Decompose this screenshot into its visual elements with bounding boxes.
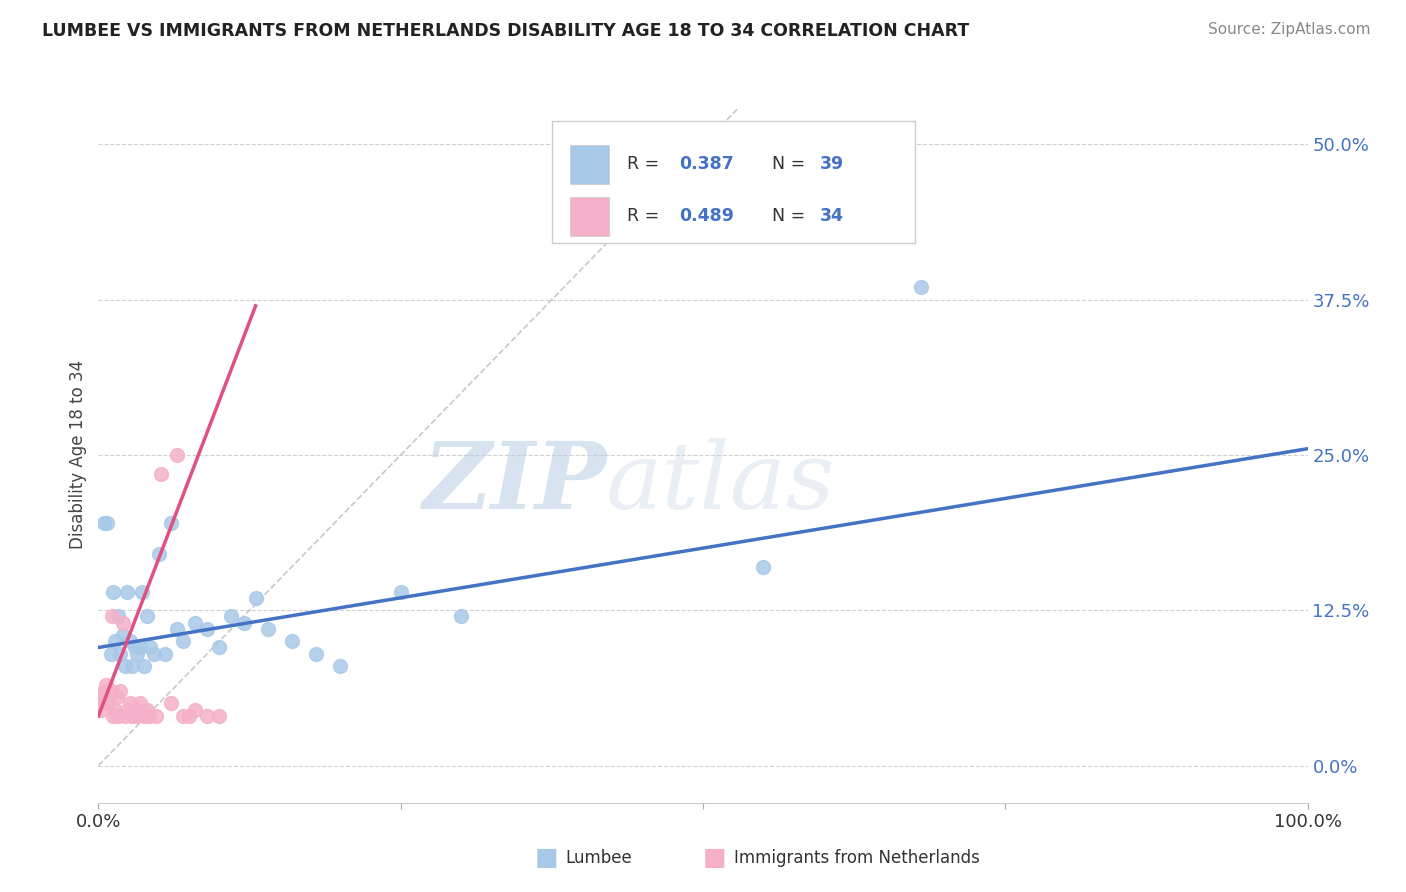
Text: R =: R = [627, 155, 665, 173]
Point [256, 622, 278, 636]
Point [107, 708, 129, 723]
Point [172, 708, 194, 723]
Point [135, 703, 157, 717]
Point [96, 697, 118, 711]
Point [166, 622, 188, 636]
Text: ZIP: ZIP [422, 438, 606, 528]
Point [305, 647, 328, 661]
Text: N =: N = [772, 155, 811, 173]
Point [160, 516, 183, 531]
Text: N =: N = [772, 207, 811, 226]
Point [135, 609, 157, 624]
Text: 0.489: 0.489 [679, 207, 734, 226]
Point [104, 634, 127, 648]
Point [153, 647, 176, 661]
Point [245, 591, 267, 605]
Point [143, 647, 166, 661]
Point [100, 609, 122, 624]
Point [97, 697, 120, 711]
Point [172, 634, 194, 648]
Point [281, 634, 304, 648]
Text: Source: ZipAtlas.com: Source: ZipAtlas.com [1208, 22, 1371, 37]
Text: atlas: atlas [606, 438, 835, 528]
Point [117, 584, 139, 599]
Point [150, 467, 173, 481]
Point [93, 684, 115, 698]
FancyBboxPatch shape [551, 121, 915, 243]
Point [160, 697, 183, 711]
Point [208, 708, 231, 723]
Point [114, 708, 136, 723]
Text: 34: 34 [820, 207, 844, 226]
Point [107, 609, 129, 624]
Point [329, 659, 352, 673]
Point [134, 659, 156, 673]
Point [118, 697, 141, 711]
Point [90, 703, 112, 717]
Point [127, 647, 149, 661]
Point [131, 584, 153, 599]
Point [910, 280, 932, 294]
Point [114, 659, 136, 673]
Point [108, 684, 131, 698]
Y-axis label: Disability Age 18 to 34: Disability Age 18 to 34 [69, 360, 87, 549]
Point [139, 640, 162, 655]
Point [118, 634, 141, 648]
Point [101, 584, 124, 599]
Point [121, 708, 143, 723]
Point [101, 708, 124, 723]
Point [450, 609, 472, 624]
Point [177, 708, 201, 723]
Text: LUMBEE VS IMMIGRANTS FROM NETHERLANDS DISABILITY AGE 18 TO 34 CORRELATION CHART: LUMBEE VS IMMIGRANTS FROM NETHERLANDS DI… [42, 22, 969, 40]
Point [100, 684, 122, 698]
Text: 0.387: 0.387 [679, 155, 734, 173]
Point [128, 697, 150, 711]
Point [145, 708, 167, 723]
Point [138, 708, 160, 723]
Point [91, 690, 114, 705]
Text: 39: 39 [820, 155, 845, 173]
Point [100, 647, 122, 661]
Point [91, 697, 114, 711]
Text: ■: ■ [703, 847, 727, 870]
Point [752, 559, 775, 574]
Point [108, 647, 131, 661]
Point [128, 640, 150, 655]
Point [195, 622, 218, 636]
Point [221, 609, 243, 624]
Point [184, 703, 207, 717]
Point [94, 678, 117, 692]
Text: Lumbee: Lumbee [565, 849, 631, 867]
Point [184, 615, 207, 630]
Point [104, 703, 127, 717]
FancyBboxPatch shape [569, 197, 609, 235]
Point [195, 708, 218, 723]
Text: Immigrants from Netherlands: Immigrants from Netherlands [734, 849, 980, 867]
Point [111, 628, 134, 642]
Point [124, 703, 146, 717]
Point [124, 640, 146, 655]
Point [134, 708, 156, 723]
Point [232, 615, 254, 630]
Point [389, 584, 412, 599]
Point [96, 516, 118, 531]
Point [111, 615, 134, 630]
Text: R =: R = [627, 207, 665, 226]
Text: ■: ■ [534, 847, 558, 870]
Point [166, 448, 188, 462]
Point [127, 708, 149, 723]
Point [117, 703, 139, 717]
Point [93, 516, 115, 531]
Point [121, 659, 143, 673]
Point [208, 640, 231, 655]
Point [148, 547, 170, 561]
FancyBboxPatch shape [569, 145, 609, 184]
Point [105, 690, 128, 705]
